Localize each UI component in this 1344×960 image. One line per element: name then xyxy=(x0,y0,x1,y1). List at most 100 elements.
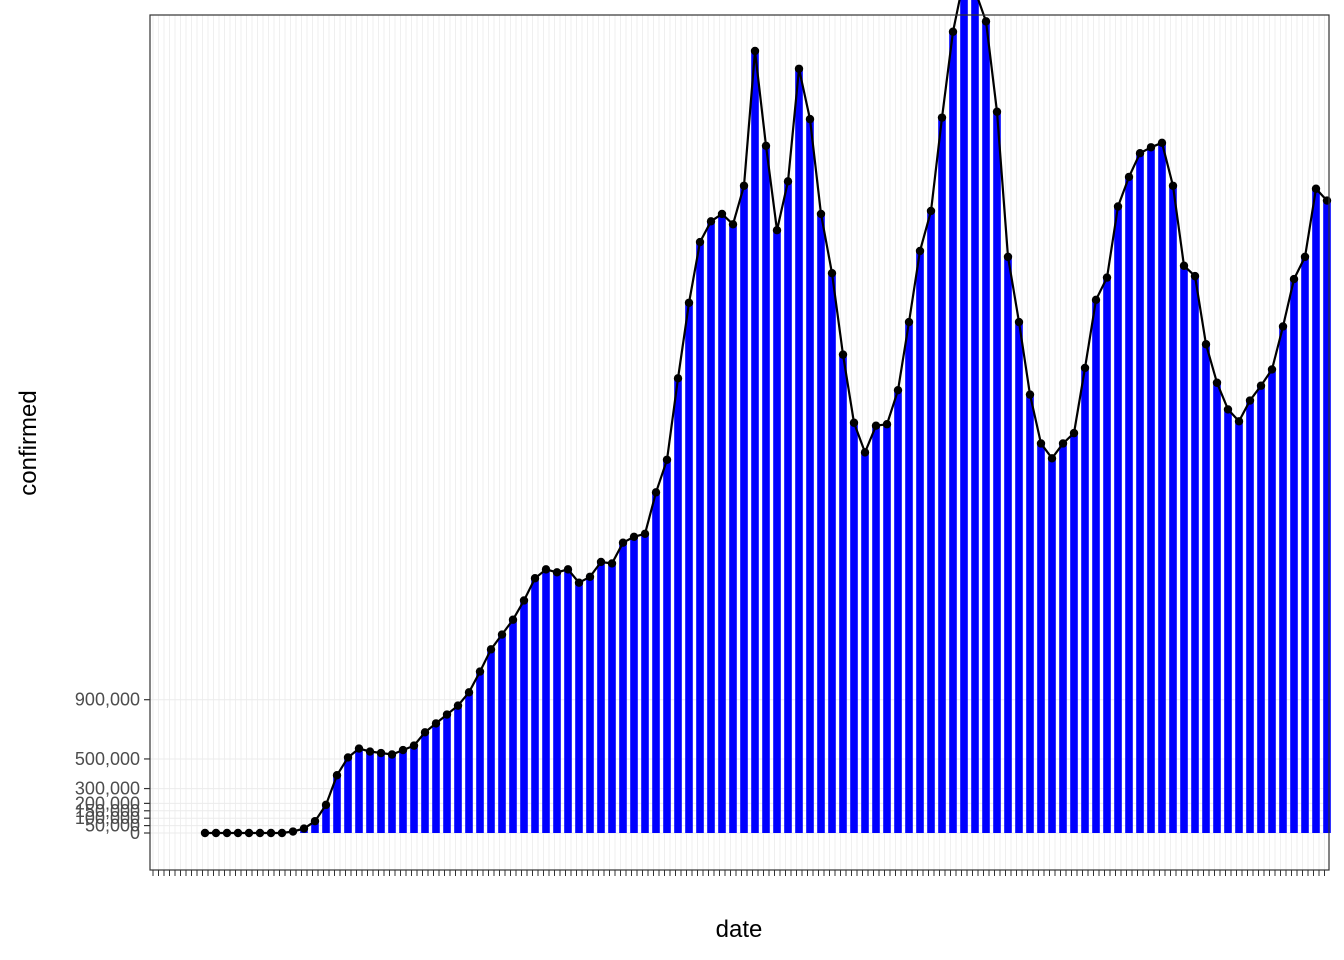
data-point xyxy=(992,107,1002,116)
data-point xyxy=(244,828,254,838)
data-point xyxy=(519,596,529,605)
bar xyxy=(652,492,660,833)
bar xyxy=(1158,142,1166,834)
bar xyxy=(1268,369,1276,833)
bar xyxy=(1136,153,1144,833)
bar xyxy=(1180,265,1188,833)
data-point xyxy=(442,710,452,719)
bar xyxy=(1125,176,1133,834)
data-point xyxy=(354,744,364,753)
data-point xyxy=(1256,381,1266,390)
bar xyxy=(960,0,968,833)
x-axis-title: date xyxy=(716,916,763,943)
data-point xyxy=(981,17,991,26)
bar xyxy=(1169,185,1177,834)
data-point xyxy=(1135,148,1145,158)
data-point xyxy=(574,578,584,587)
data-point xyxy=(1311,184,1321,193)
data-point xyxy=(475,667,485,676)
data-point xyxy=(1190,271,1200,281)
data-point xyxy=(1245,396,1255,405)
data-point xyxy=(1322,196,1332,205)
data-point xyxy=(640,529,650,539)
data-point xyxy=(288,827,298,836)
bar xyxy=(520,600,528,833)
bar xyxy=(1279,326,1287,833)
data-point xyxy=(1124,172,1134,182)
data-point xyxy=(706,217,716,226)
data-point xyxy=(1003,252,1013,262)
data-point xyxy=(1267,365,1277,374)
bar xyxy=(575,582,583,833)
data-point xyxy=(1179,261,1189,270)
data-point xyxy=(827,268,837,278)
data-point xyxy=(530,574,540,583)
y-tick-label: 900,000 xyxy=(75,690,140,710)
data-point xyxy=(376,748,386,758)
data-point xyxy=(948,27,958,36)
bar xyxy=(322,804,330,833)
data-point xyxy=(673,374,683,383)
data-point xyxy=(904,317,914,327)
data-point xyxy=(1091,295,1101,305)
bar xyxy=(707,221,715,834)
data-point xyxy=(585,572,595,581)
bar xyxy=(1224,409,1232,833)
y-tick-label: 200,000 xyxy=(75,793,140,813)
bar xyxy=(685,302,693,834)
bar xyxy=(1246,400,1254,833)
data-point xyxy=(387,750,397,759)
bar xyxy=(1202,344,1210,833)
data-point xyxy=(1278,322,1288,331)
data-point xyxy=(563,565,573,574)
bars xyxy=(289,0,1331,834)
bar xyxy=(421,732,429,833)
bar xyxy=(751,51,759,833)
data-point xyxy=(255,828,265,838)
data-point xyxy=(596,557,606,567)
data-point xyxy=(728,220,738,229)
bar xyxy=(1257,385,1265,833)
bar xyxy=(1323,200,1331,833)
bar xyxy=(993,111,1001,833)
data-point xyxy=(618,538,628,547)
bar xyxy=(696,242,704,833)
bar xyxy=(355,748,363,833)
bar xyxy=(905,322,913,833)
bar xyxy=(740,185,748,834)
bar xyxy=(663,459,671,833)
bar xyxy=(806,119,814,833)
data-point xyxy=(805,114,815,124)
data-point xyxy=(343,753,353,762)
bar xyxy=(894,390,902,833)
bar xyxy=(1103,277,1111,833)
data-point xyxy=(332,771,342,780)
bar xyxy=(1147,147,1155,834)
data-point xyxy=(508,615,518,624)
bar xyxy=(1290,279,1298,833)
y-tick-label: 300,000 xyxy=(75,779,140,799)
bar xyxy=(916,250,924,833)
bar xyxy=(1235,421,1243,833)
data-point xyxy=(849,418,859,427)
data-point xyxy=(398,745,408,755)
bar xyxy=(828,273,836,834)
bar xyxy=(773,230,781,834)
bar xyxy=(1081,367,1089,833)
data-point xyxy=(937,113,947,122)
data-point xyxy=(629,532,639,541)
bar xyxy=(1301,256,1309,833)
bar xyxy=(729,224,737,834)
data-point xyxy=(365,747,375,756)
data-point xyxy=(299,824,309,833)
data-point xyxy=(662,455,672,464)
data-point xyxy=(266,828,276,838)
data-point xyxy=(794,64,804,73)
data-point xyxy=(211,828,221,838)
plot-panel-border xyxy=(149,14,1330,871)
data-point xyxy=(420,728,430,737)
data-point xyxy=(1234,417,1244,426)
x-axis-ticks xyxy=(152,870,1325,876)
y-tick-label: 50,000 xyxy=(85,816,140,836)
